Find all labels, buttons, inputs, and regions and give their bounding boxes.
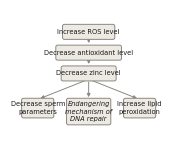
FancyBboxPatch shape (124, 98, 156, 118)
Text: Decrease zinc level: Decrease zinc level (56, 70, 121, 76)
Text: Decrease antioxidant level: Decrease antioxidant level (44, 50, 133, 56)
FancyBboxPatch shape (62, 24, 115, 39)
FancyBboxPatch shape (61, 66, 116, 81)
Text: Increase lipid
peroxidation: Increase lipid peroxidation (117, 101, 162, 115)
Text: Increase ROS level: Increase ROS level (57, 29, 120, 35)
FancyBboxPatch shape (67, 98, 111, 125)
Text: Endangering
mechanism of
DNA repair: Endangering mechanism of DNA repair (65, 101, 112, 122)
Text: Decrease sperm
parameters: Decrease sperm parameters (11, 101, 65, 115)
FancyBboxPatch shape (56, 45, 121, 60)
FancyBboxPatch shape (22, 98, 54, 118)
